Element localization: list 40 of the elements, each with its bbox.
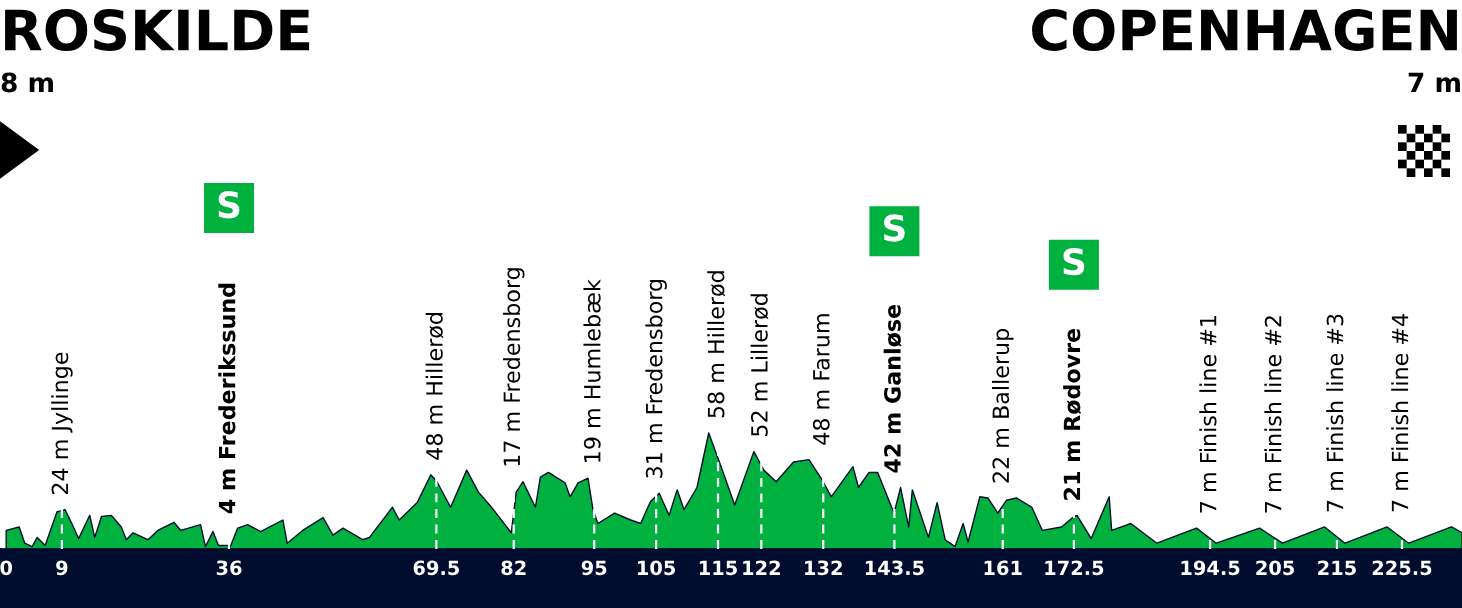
x-tick-label: 105: [638, 560, 676, 576]
x-tick-label: 69.5: [413, 560, 459, 576]
ref-line-label: 31 m Fredensborg: [645, 279, 667, 478]
x-tick-label: 95: [581, 560, 607, 576]
ref-line-label: 7 m Finish line #3: [1326, 314, 1344, 512]
x-tick-label: 115: [699, 560, 737, 576]
x-tick-label: 172.5: [1045, 560, 1104, 576]
ref-line-label: 7 m Finish line #4: [1391, 314, 1409, 512]
ref-line-label: 19 m Humlebæk: [583, 279, 601, 462]
x-tick-label: 122: [743, 560, 780, 575]
ref-line-label: 24 m Jyllinge: [51, 352, 73, 495]
annotation: S: [1063, 247, 1085, 276]
x-tick-label: 225.5: [1372, 560, 1432, 576]
annotation: S: [883, 214, 905, 242]
x-tick-label: 161: [984, 560, 1022, 576]
ref-line-label: 58 m Hillerød: [707, 271, 726, 418]
ref-line-label: 52 m Lillerød: [750, 294, 769, 436]
text: 7 m: [1408, 72, 1460, 93]
text: 8 m: [1, 72, 53, 93]
x-tick-label: 205: [1256, 560, 1295, 576]
ref-line-label: 4 m Frederikssund: [218, 283, 236, 514]
x-tick-label: 143.5: [865, 560, 924, 576]
x-tick-label: 194.5: [1181, 560, 1240, 576]
x-tick-label: 0: [0, 560, 13, 576]
x-tick-label: 215: [1318, 560, 1356, 576]
ref-line-label: 17 m Fredensborg: [502, 268, 525, 466]
text: COPENHAGEN: [1032, 8, 1457, 51]
x-tick-label: 82: [501, 560, 526, 576]
annotation: S: [218, 191, 240, 219]
x-tick-label: 36: [216, 560, 242, 576]
text: ROSKILDE: [5, 8, 310, 51]
ref-line-label: 21 m Rødovre: [1063, 328, 1082, 500]
x-tick-label: 132: [805, 560, 842, 576]
ref-line-label: 42 m Ganløse: [883, 304, 902, 473]
ref-line-label: 48 m Hillerød: [425, 313, 444, 460]
ref-line-label: 22 m Ballerup: [991, 328, 1014, 483]
ref-line-label: 7 m Finish line #1: [1199, 316, 1217, 513]
x-tick-label: 9: [56, 560, 68, 576]
ref-line-label: 48 m Farum: [812, 314, 830, 445]
ref-line-label: 7 m Finish line #2: [1264, 316, 1282, 513]
